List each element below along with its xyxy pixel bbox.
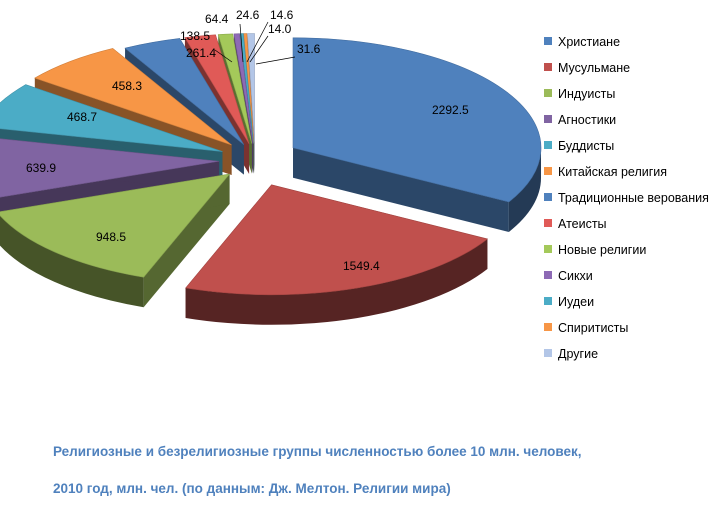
chart-caption-line-1: Религиозные и безрелигиозные группы числ… [53,444,582,459]
slice-top [0,173,231,278]
legend-label: Атеисты [558,217,607,231]
slice-radial-wall [293,147,509,232]
chart-legend: Христиане Мусульмане Индуисты Агностики Будд… [544,33,724,371]
slice-top [247,33,255,144]
legend-label: Иудеи [558,295,595,309]
legend-item: Буддисты [544,137,724,163]
legend-swatch [544,37,552,45]
legend-item: Спиритисты [544,319,724,345]
legend-item: Агностики [544,111,724,137]
chart-caption-line-2: 2010 год, млн. чел. (по данным: Дж. Мелт… [53,481,451,496]
legend-swatch [544,89,552,97]
legend-swatch [544,141,552,149]
legend-item: Мусульмане [544,59,724,85]
legend-label: Агностики [558,113,617,127]
slice-2 [185,184,489,325]
data-label-2: 1549.4 [343,259,380,273]
data-label-12: 14.0 [268,22,292,36]
legend-swatch [544,349,552,357]
slice-top [124,38,245,145]
legend-item: Другие [544,345,724,371]
slice-top [217,33,253,144]
legend-item: Традиционные верования [544,189,724,215]
data-label-1: 2292.5 [432,103,469,117]
slice-1 [292,37,542,232]
slice-top [0,84,223,152]
slice-top [292,37,542,203]
slice-top [0,138,220,198]
legend-label: Другие [558,347,599,361]
slice-side-wall [0,215,144,308]
data-label-10: 24.6 [236,8,260,22]
legend-item: Иудеи [544,293,724,319]
legend-label: Сикхи [558,269,593,283]
slice-top [34,48,232,146]
legend-swatch [544,167,552,175]
legend-label: Буддисты [558,139,615,153]
legend-label: Мусульмане [558,61,631,75]
data-label-4: 639.9 [26,161,56,175]
data-label-3: 948.5 [96,230,126,244]
legend-item: Христиане [544,33,724,59]
legend-label: Спиритисты [558,321,629,335]
slice-side-wall [185,238,488,325]
legend-label: Китайская религия [558,165,668,179]
legend-swatch [544,193,552,201]
legend-item: Атеисты [544,215,724,241]
slice-top [184,34,250,144]
slice-top [243,33,255,144]
legend-swatch [544,323,552,331]
data-label-8: 138.5 [180,29,210,43]
leader-line [255,56,296,65]
legend-swatch [544,245,552,253]
legend-label: Христиане [558,35,621,49]
slice-top [233,33,254,144]
data-label-13: 31.6 [297,42,321,56]
slice-3 [0,173,231,308]
data-label-6: 458.3 [112,79,142,93]
legend-swatch [544,297,552,305]
legend-swatch [544,63,552,71]
legend-item: Китайская религия [544,163,724,189]
legend-label: Индуисты [558,87,616,101]
data-label-9: 64.4 [205,12,229,26]
legend-swatch [544,219,552,227]
data-label-5: 468.7 [67,110,97,124]
legend-item: Новые религии [544,241,724,267]
legend-label: Новые религии [558,243,647,257]
legend-item: Сикхи [544,267,724,293]
legend-label: Традиционные верования [558,191,709,205]
legend-swatch [544,271,552,279]
legend-swatch [544,115,552,123]
slice-top [185,184,489,296]
data-label-11: 14.6 [270,8,294,22]
data-label-7: 261.4 [186,46,216,60]
leader-line [246,21,269,63]
slice-side-wall [508,147,542,232]
leader-line [239,23,244,63]
leader-line [249,35,269,63]
legend-item: Индуисты [544,85,724,111]
leader-line [214,49,233,63]
slice-top [239,33,254,144]
